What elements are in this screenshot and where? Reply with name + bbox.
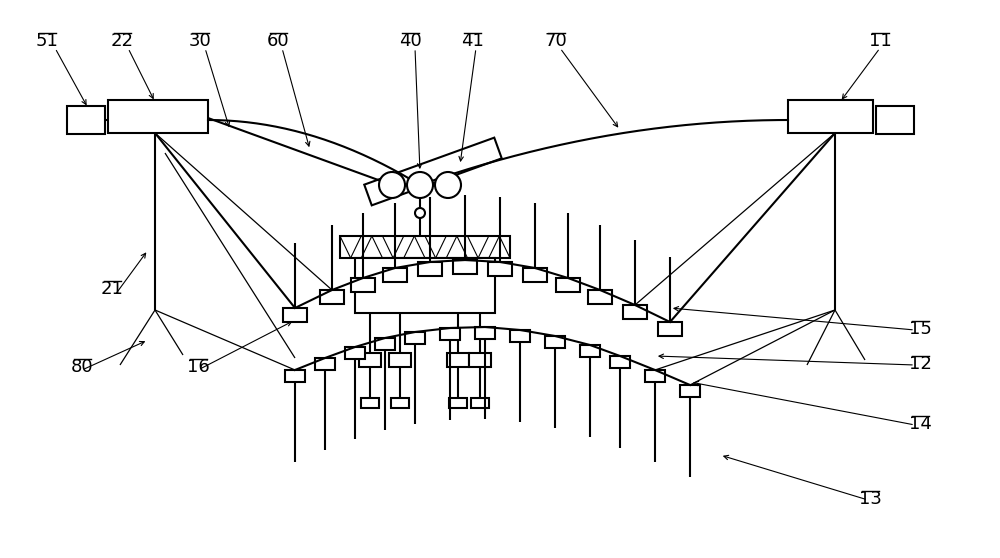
Bar [447, 353, 469, 367]
Circle shape [435, 172, 461, 198]
Bar [345, 347, 365, 359]
Bar [340, 236, 510, 258]
Bar [658, 322, 682, 336]
Bar [440, 328, 460, 340]
Bar [545, 336, 565, 348]
Text: 70: 70 [545, 32, 567, 50]
Bar [876, 106, 914, 134]
Text: 12: 12 [909, 355, 931, 373]
Bar [471, 398, 489, 408]
Bar [680, 385, 700, 397]
Bar [488, 262, 512, 276]
Text: 51: 51 [36, 32, 58, 50]
Bar [469, 353, 491, 367]
Text: 13: 13 [859, 490, 881, 508]
Bar [580, 345, 600, 357]
Circle shape [415, 208, 425, 218]
Text: 22: 22 [110, 32, 134, 50]
Bar [285, 370, 305, 382]
Bar [315, 358, 335, 370]
Bar [67, 106, 105, 134]
Text: 41: 41 [461, 32, 483, 50]
Bar [788, 100, 873, 133]
Text: 30: 30 [189, 32, 211, 50]
Bar [510, 330, 530, 342]
Text: 11: 11 [869, 32, 891, 50]
Bar [359, 353, 381, 367]
Bar [108, 100, 208, 133]
Bar [453, 260, 477, 274]
Bar [523, 268, 547, 282]
Circle shape [407, 172, 433, 198]
Bar [418, 262, 442, 276]
Bar [361, 398, 379, 408]
Bar [391, 398, 409, 408]
Bar [405, 332, 425, 344]
Bar [645, 370, 665, 382]
Text: 15: 15 [909, 320, 931, 338]
Text: 21: 21 [101, 280, 123, 298]
Bar [320, 290, 344, 304]
Bar [351, 278, 375, 292]
Bar [610, 356, 630, 368]
Bar [623, 305, 647, 319]
Bar [449, 398, 467, 408]
Text: 40: 40 [399, 32, 421, 50]
Text: 60: 60 [267, 32, 289, 50]
Polygon shape [364, 138, 502, 205]
Bar [283, 308, 307, 322]
Bar [588, 290, 612, 304]
Bar [383, 268, 407, 282]
Text: 80: 80 [71, 358, 93, 376]
Bar [556, 278, 580, 292]
Bar [355, 258, 495, 313]
Text: 14: 14 [909, 415, 931, 433]
Bar [389, 353, 411, 367]
Bar [375, 338, 395, 350]
Bar [475, 327, 495, 339]
Circle shape [379, 172, 405, 198]
Text: 16: 16 [187, 358, 209, 376]
